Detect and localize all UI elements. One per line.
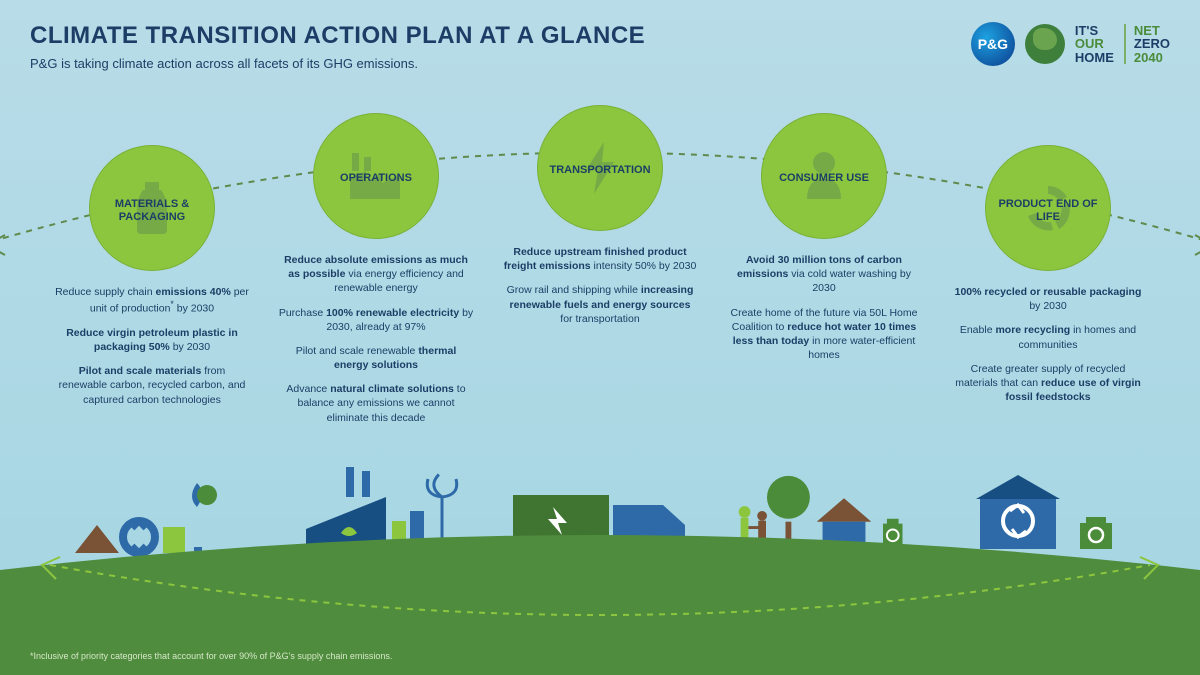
pillar-0: MATERIALS & PACKAGING Reduce supply chain…: [55, 145, 250, 435]
pillar-circle: TRANSPORTATION: [537, 105, 663, 231]
pillar-4: PRODUCT END OF LIFE 100% recycled or reus…: [951, 145, 1146, 435]
pillar-circle: CONSUMER USE: [761, 113, 887, 239]
pillar-circle: MATERIALS & PACKAGING: [89, 145, 215, 271]
factory-icon: [313, 113, 439, 239]
pillar-circle: PRODUCT END OF LIFE: [985, 145, 1111, 271]
its-our-home-text: IT'S OUR HOME: [1075, 24, 1114, 65]
bottle-icon: [89, 145, 215, 271]
pillar-body: Reduce upstream finished product freight…: [503, 245, 698, 336]
pillar-body-item: Pilot and scale renewable thermal energy…: [279, 344, 474, 372]
pillar-body-item: Create home of the future via 50L Home C…: [727, 306, 922, 363]
pillar-body: 100% recycled or reusable packaging by 2…: [951, 285, 1146, 414]
pillar-body-item: Reduce upstream finished product freight…: [503, 245, 698, 273]
pillar-body-item: Grow rail and shipping while increasing …: [503, 283, 698, 326]
bolt-icon: [537, 105, 663, 231]
net-zero-text: NET ZERO 2040: [1124, 24, 1170, 65]
pillar-body: Reduce supply chain emissions 40% per un…: [55, 285, 250, 417]
logo-row: P&G IT'S OUR HOME NET ZERO 2040: [971, 22, 1170, 66]
header: CLIMATE TRANSITION ACTION PLAN AT A GLAN…: [30, 22, 1170, 71]
pillar-body: Avoid 30 million tons of carbon emission…: [727, 253, 922, 372]
person-icon: [761, 113, 887, 239]
pillar-body-item: Advance natural climate solutions to bal…: [279, 382, 474, 425]
pillar-1: OPERATIONS Reduce absolute emissions as m…: [279, 113, 474, 435]
pillar-body: Reduce absolute emissions as much as pos…: [279, 253, 474, 435]
pillar-body-item: Reduce supply chain emissions 40% per un…: [55, 285, 250, 316]
pg-logo-icon: P&G: [971, 22, 1015, 66]
pillar-body-item: Avoid 30 million tons of carbon emission…: [727, 253, 922, 296]
footnote: *Inclusive of priority categories that a…: [30, 651, 392, 661]
pillars-row: MATERIALS & PACKAGING Reduce supply chain…: [0, 105, 1200, 435]
pillar-body-item: Reduce virgin petroleum plastic in packa…: [55, 326, 250, 354]
pillar-2: TRANSPORTATION Reduce upstream finished p…: [503, 105, 698, 435]
recycle-icon: [985, 145, 1111, 271]
pillar-body-item: Create greater supply of recycled materi…: [951, 362, 1146, 405]
pillar-circle: OPERATIONS: [313, 113, 439, 239]
pillar-3: CONSUMER USE Avoid 30 million tons of car…: [727, 113, 922, 435]
pillar-body-item: Pilot and scale materials from renewable…: [55, 364, 250, 407]
pillar-body-item: Reduce absolute emissions as much as pos…: [279, 253, 474, 296]
pillar-body-item: 100% recycled or reusable packaging by 2…: [951, 285, 1146, 313]
pillar-body-item: Enable more recycling in homes and commu…: [951, 323, 1146, 351]
globe-icon: [1025, 24, 1065, 64]
pillar-body-item: Purchase 100% renewable electricity by 2…: [279, 306, 474, 334]
